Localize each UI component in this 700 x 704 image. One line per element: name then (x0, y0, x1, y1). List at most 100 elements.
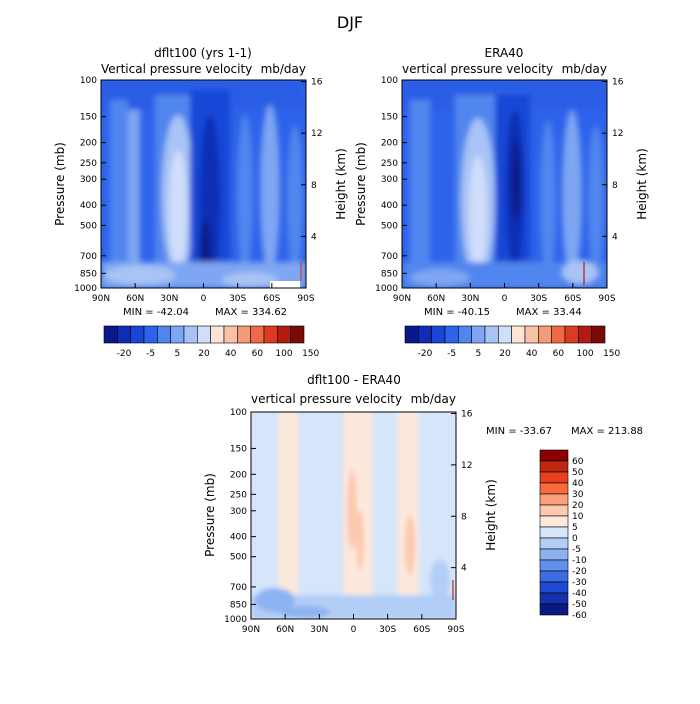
colorbar-label: 100 (275, 349, 292, 359)
colorbar-label: 40 (225, 349, 237, 359)
y-tick-label: 1000 (224, 615, 247, 625)
colorbar-swatch (511, 325, 526, 344)
colorbar-swatch (539, 460, 569, 473)
y-tick-label: 400 (80, 201, 97, 211)
y2-tick-label: 8 (612, 181, 618, 191)
panel-title: dflt100 (yrs 1-1) (154, 46, 252, 60)
x-tick-label: 90N (92, 294, 110, 304)
y-tick-label: 700 (230, 583, 247, 593)
colorbar-swatch (444, 325, 459, 344)
y-tick-label: 200 (230, 470, 247, 480)
y-tick-label: 850 (230, 600, 247, 610)
colorbar-label: 40 (572, 479, 584, 489)
x-tick-label: 30S (379, 625, 396, 635)
colorbar-label: 60 (553, 349, 565, 359)
x-tick-label: 0 (502, 294, 508, 304)
x-tick-label: 60N (276, 625, 294, 635)
colorbar-label: 5 (475, 349, 481, 359)
colorbar-label: -30 (572, 578, 587, 588)
y-tick-label: 300 (381, 175, 398, 185)
colorbar-swatch (539, 482, 569, 495)
colorbar-swatch (539, 471, 569, 484)
y2-tick-label: 4 (612, 232, 618, 242)
colorbar-label: 60 (252, 349, 264, 359)
panel-title: ERA40 (485, 46, 524, 60)
colorbar-swatch (290, 325, 305, 344)
y-tick-label: 250 (381, 159, 398, 169)
y-tick-label: 700 (80, 252, 97, 262)
colorbar-swatch (103, 325, 118, 344)
x-tick-label: 60S (263, 294, 280, 304)
x-tick-label: 60S (564, 294, 581, 304)
y2-tick-label: 12 (461, 461, 472, 471)
x-tick-label: 60N (427, 294, 445, 304)
colorbar-swatch (539, 570, 569, 583)
colorbar-label: 150 (302, 349, 319, 359)
y-tick-label: 300 (80, 175, 97, 185)
y-tick-label: 250 (230, 490, 247, 500)
x-tick-label: 90N (242, 625, 260, 635)
y-axis-pressure: 100 150 200 250 300 400 500 700 850 1000 (74, 76, 106, 294)
y-tick-label: 100 (80, 76, 97, 86)
colorbar-label: 5 (174, 349, 180, 359)
colorbar-label: -5 (447, 349, 456, 359)
x-tick-label: 30N (310, 625, 328, 635)
panel-subtitle: Vertical pressure velocity (101, 62, 252, 76)
colorbar-label: 20 (198, 349, 210, 359)
y2-axis-label: Height (km) (635, 148, 649, 219)
x-tick-label: 90S (297, 294, 314, 304)
colorbar-swatch (404, 325, 419, 344)
colorbar-label: 0 (572, 534, 578, 544)
min-label: MIN = -42.04 (123, 307, 189, 318)
y-tick-label: 700 (381, 252, 398, 262)
x-tick-label: 0 (351, 625, 357, 635)
colorbar: -20 -5 5 20 40 60 100 150 (404, 325, 621, 359)
colorbar-label: 100 (576, 349, 593, 359)
panel-difference: dflt100 - ERA40 vertical pressure veloci… (203, 373, 643, 635)
colorbar-swatch (539, 581, 569, 594)
x-tick-label: 30S (229, 294, 246, 304)
y-axis-pressure: 100 150 200 250 300 400 500 700 850 1000 (224, 408, 256, 625)
y-tick-label: 500 (80, 221, 97, 231)
colorbar-swatch (498, 325, 512, 344)
y-axis-height: 16 12 8 4 (301, 78, 323, 242)
y-tick-label: 1000 (375, 284, 398, 294)
y-tick-label: 850 (80, 269, 97, 279)
y-tick-label: 400 (230, 533, 247, 543)
colorbar-label: -20 (418, 349, 433, 359)
y2-axis-label: Height (km) (334, 148, 348, 219)
colorbar-label: 60 (572, 457, 584, 467)
colorbar-label: 20 (572, 501, 584, 511)
panel-units: mb/day (411, 392, 456, 406)
colorbar-swatch (539, 548, 569, 561)
colorbar-swatch (223, 325, 238, 344)
colorbar-swatch (539, 537, 569, 550)
y-tick-label: 150 (230, 444, 247, 454)
y-axis-label: Pressure (mb) (354, 142, 368, 226)
colorbar-swatch (539, 504, 569, 517)
contour-field (101, 80, 306, 288)
colorbar-label: -50 (572, 600, 587, 610)
x-tick-label: 30N (160, 294, 178, 304)
colorbar-swatch (117, 325, 131, 344)
colorbar-swatch (539, 592, 569, 605)
contour-field (251, 412, 456, 619)
y-tick-label: 150 (80, 113, 97, 123)
colorbar-swatch (197, 325, 211, 344)
x-tick-label: 90N (393, 294, 411, 304)
colorbar-swatch (431, 325, 446, 344)
colorbar-swatch (143, 325, 158, 344)
y2-tick-label: 4 (311, 232, 317, 242)
x-axis-latitude: 90N 60N 30N 0 30S 60S 90S (393, 283, 616, 304)
colorbar-swatch (539, 559, 569, 572)
colorbar-swatch (250, 325, 265, 344)
y2-tick-label: 4 (461, 564, 467, 574)
min-label: MIN = -40.15 (424, 307, 490, 318)
panel-era40: ERA40 vertical pressure velocity mb/day (354, 46, 649, 359)
x-axis-latitude: 90N 60N 30N 0 30S 60S 90S (92, 283, 315, 304)
colorbar-swatch (237, 325, 251, 344)
colorbar-swatch (551, 325, 566, 344)
colorbar-swatch (564, 325, 579, 344)
colorbar-swatch (210, 325, 225, 344)
